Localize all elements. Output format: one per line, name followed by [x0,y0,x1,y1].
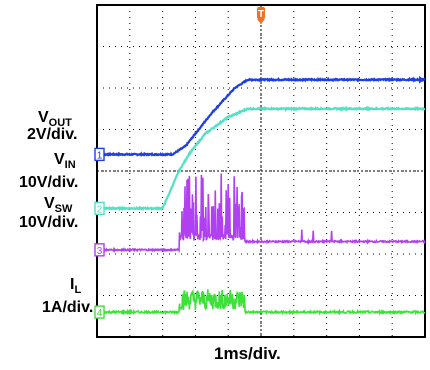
channel-1-name: V [38,109,49,126]
trace-channel-3 [96,173,426,254]
channel-1-marker-number: 1 [97,150,103,161]
channel-3-marker [94,243,105,257]
trigger-marker-arrow [257,19,265,24]
channel-2-subscript: IN [64,159,76,171]
trace-channel-1 [96,76,426,157]
channel-4-marker [94,305,105,319]
trigger-marker-letter: T [258,9,264,20]
channel-1-label: VOUT [38,109,72,130]
channel-2-marker-number: 2 [97,204,103,215]
trace-channel-4 [96,288,426,316]
channel-4-scale: 1A/div. [42,299,94,316]
channel-4-label: IL [70,276,82,297]
channel-3-scale: 10V/div. [19,214,79,231]
trigger-marker [257,7,265,19]
channel-3-name: V [44,195,55,212]
channel-3-label: VSW [44,195,73,216]
channel-2-scale: 10V/div. [19,174,79,191]
channel-3-marker-number: 3 [97,246,103,257]
trace-channel-2 [96,105,426,212]
channel-1-marker [94,147,105,162]
channel-1-scale: 2V/div. [27,126,78,143]
channel-4-subscript: L [74,284,82,296]
channel-4-marker-number: 4 [97,308,103,319]
waveform-traces [96,76,426,316]
channel-2-marker [94,201,105,216]
channel-2-label: VIN [54,151,76,172]
graticule [97,5,425,337]
time-per-division-label: 1ms/div. [214,344,281,363]
channel-markers: 1 2 3 4 T [94,7,424,319]
channel-3-subscript: SW [54,203,73,215]
channel-4-name: I [70,276,75,293]
vout-level-marker [419,75,424,84]
channel-2-name: V [54,151,65,168]
channel-1-subscript: OUT [48,117,72,129]
